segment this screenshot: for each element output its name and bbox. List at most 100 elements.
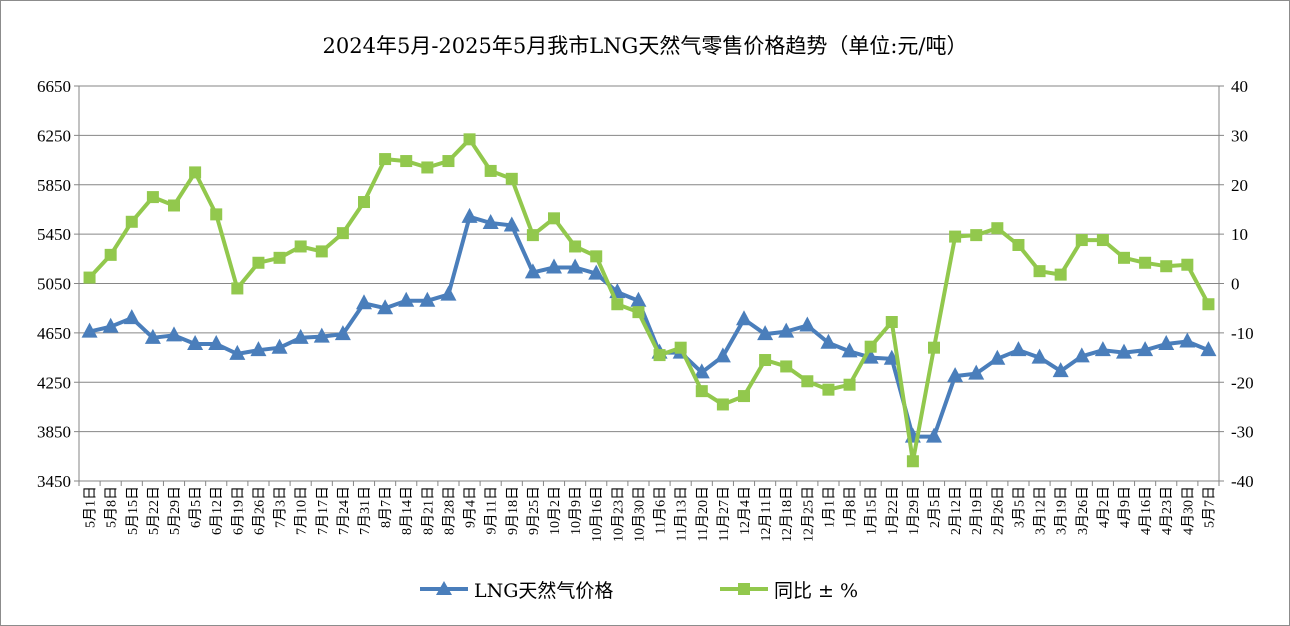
data-point (1031, 348, 1048, 364)
x-tick-label: 2月26日 (990, 486, 1006, 535)
x-tick-label: 12月11日 (758, 486, 774, 541)
data-point (822, 383, 835, 396)
x-tick-label: 9月25日 (526, 486, 542, 535)
y-left-tick-label: 4650 (37, 324, 71, 343)
x-tick-label: 2月19日 (969, 486, 985, 535)
x-tick-label: 7月3日 (273, 486, 289, 528)
data-point (611, 298, 624, 311)
x-tick-label: 4月30日 (1180, 486, 1196, 535)
data-point (271, 338, 288, 354)
data-point (1181, 258, 1194, 271)
y-right-tick-label: 0 (1231, 275, 1240, 294)
x-tick-label: 11月20日 (695, 486, 711, 541)
legend-item-yoy: 同比 ± % (720, 574, 858, 604)
data-point (1179, 332, 1196, 348)
x-tick-label: 5月15日 (125, 486, 141, 535)
x-tick-label: 8月7日 (378, 486, 394, 528)
data-point (1094, 341, 1111, 357)
data-point (421, 161, 434, 174)
x-tick-label: 1月1日 (821, 486, 837, 528)
x-tick-label: 5月29日 (167, 486, 183, 535)
data-point (166, 326, 182, 342)
data-point (1202, 298, 1215, 311)
data-point (968, 364, 985, 380)
data-point (799, 316, 816, 332)
x-tick-label: 10月2日 (547, 486, 563, 535)
data-point (991, 222, 1004, 235)
x-tick-label: 4月16日 (1138, 486, 1154, 535)
x-tick-label: 1月8日 (843, 486, 859, 528)
x-tick-label: 2月12日 (948, 486, 964, 535)
series-price (81, 207, 1217, 443)
data-point (83, 271, 96, 284)
data-point (548, 212, 560, 225)
y-left-tick-label: 5850 (37, 176, 71, 195)
x-tick-label: 7月10日 (294, 486, 310, 535)
data-point (484, 164, 497, 177)
x-tick-label: 6月5日 (188, 486, 204, 528)
y-right-tick-label: 20 (1231, 176, 1248, 195)
x-tick-label: 10月16日 (589, 486, 605, 542)
data-point (778, 322, 795, 338)
x-tick-label: 6月19日 (230, 486, 246, 535)
x-tick-label: 4月23日 (1159, 486, 1175, 535)
series-yoy (83, 133, 1215, 468)
data-point (273, 251, 286, 264)
x-tick-label: 4月9日 (1117, 486, 1133, 528)
data-point (630, 291, 647, 307)
data-point (102, 317, 119, 333)
data-point (1073, 347, 1090, 363)
legend-marker-square (720, 583, 768, 595)
y-right-tick-label: 10 (1231, 225, 1248, 244)
data-point (864, 340, 877, 353)
data-point (759, 354, 772, 367)
data-point (229, 344, 246, 360)
data-point (1139, 256, 1152, 269)
data-point (928, 341, 940, 354)
data-point (1200, 341, 1217, 357)
data-point (208, 334, 225, 350)
x-tick-label: 3月12日 (1033, 486, 1049, 535)
data-point (693, 363, 710, 379)
data-point (292, 328, 309, 344)
data-point (1116, 343, 1132, 359)
data-point (632, 306, 645, 319)
data-point (461, 207, 478, 223)
series-line (88, 137, 1211, 464)
series-line (89, 214, 1210, 439)
x-tick-label: 7月31日 (357, 486, 373, 535)
data-point (1052, 362, 1069, 378)
data-point (526, 229, 539, 242)
data-point (398, 291, 415, 307)
data-point (801, 375, 814, 388)
data-point (885, 316, 898, 329)
data-point (736, 310, 752, 326)
data-point (926, 427, 942, 443)
x-tick-label: 2月5日 (927, 486, 943, 528)
data-point (1118, 251, 1130, 264)
x-tick-label: 11月6日 (653, 486, 669, 534)
data-point (313, 327, 330, 343)
axis-layer: 6650 6250 5850 5450 5050 4650 4250 3850 3450 40 30… (37, 77, 1254, 542)
data-point (674, 341, 687, 354)
x-tick-label: 11月27日 (716, 486, 732, 541)
x-tick-label: 9月11日 (484, 486, 500, 534)
data-point (334, 325, 351, 341)
grid-layer (79, 85, 1219, 482)
data-point (189, 166, 202, 179)
x-tick-label: 3月26日 (1075, 486, 1091, 535)
y-left-tick-label: 5450 (37, 225, 71, 244)
y-right-tick-label: -40 (1231, 472, 1254, 491)
x-tick-label: 5月8日 (104, 486, 120, 528)
data-point (463, 133, 476, 146)
series-layer (81, 133, 1217, 468)
y-left-tick-label: 6650 (37, 77, 71, 96)
data-point (125, 215, 138, 228)
data-point (843, 378, 856, 391)
data-point (590, 250, 603, 263)
x-tick-label: 9月18日 (505, 486, 521, 535)
data-point (524, 263, 541, 279)
data-point (231, 282, 244, 295)
y-left-tick-label: 3850 (37, 423, 71, 442)
